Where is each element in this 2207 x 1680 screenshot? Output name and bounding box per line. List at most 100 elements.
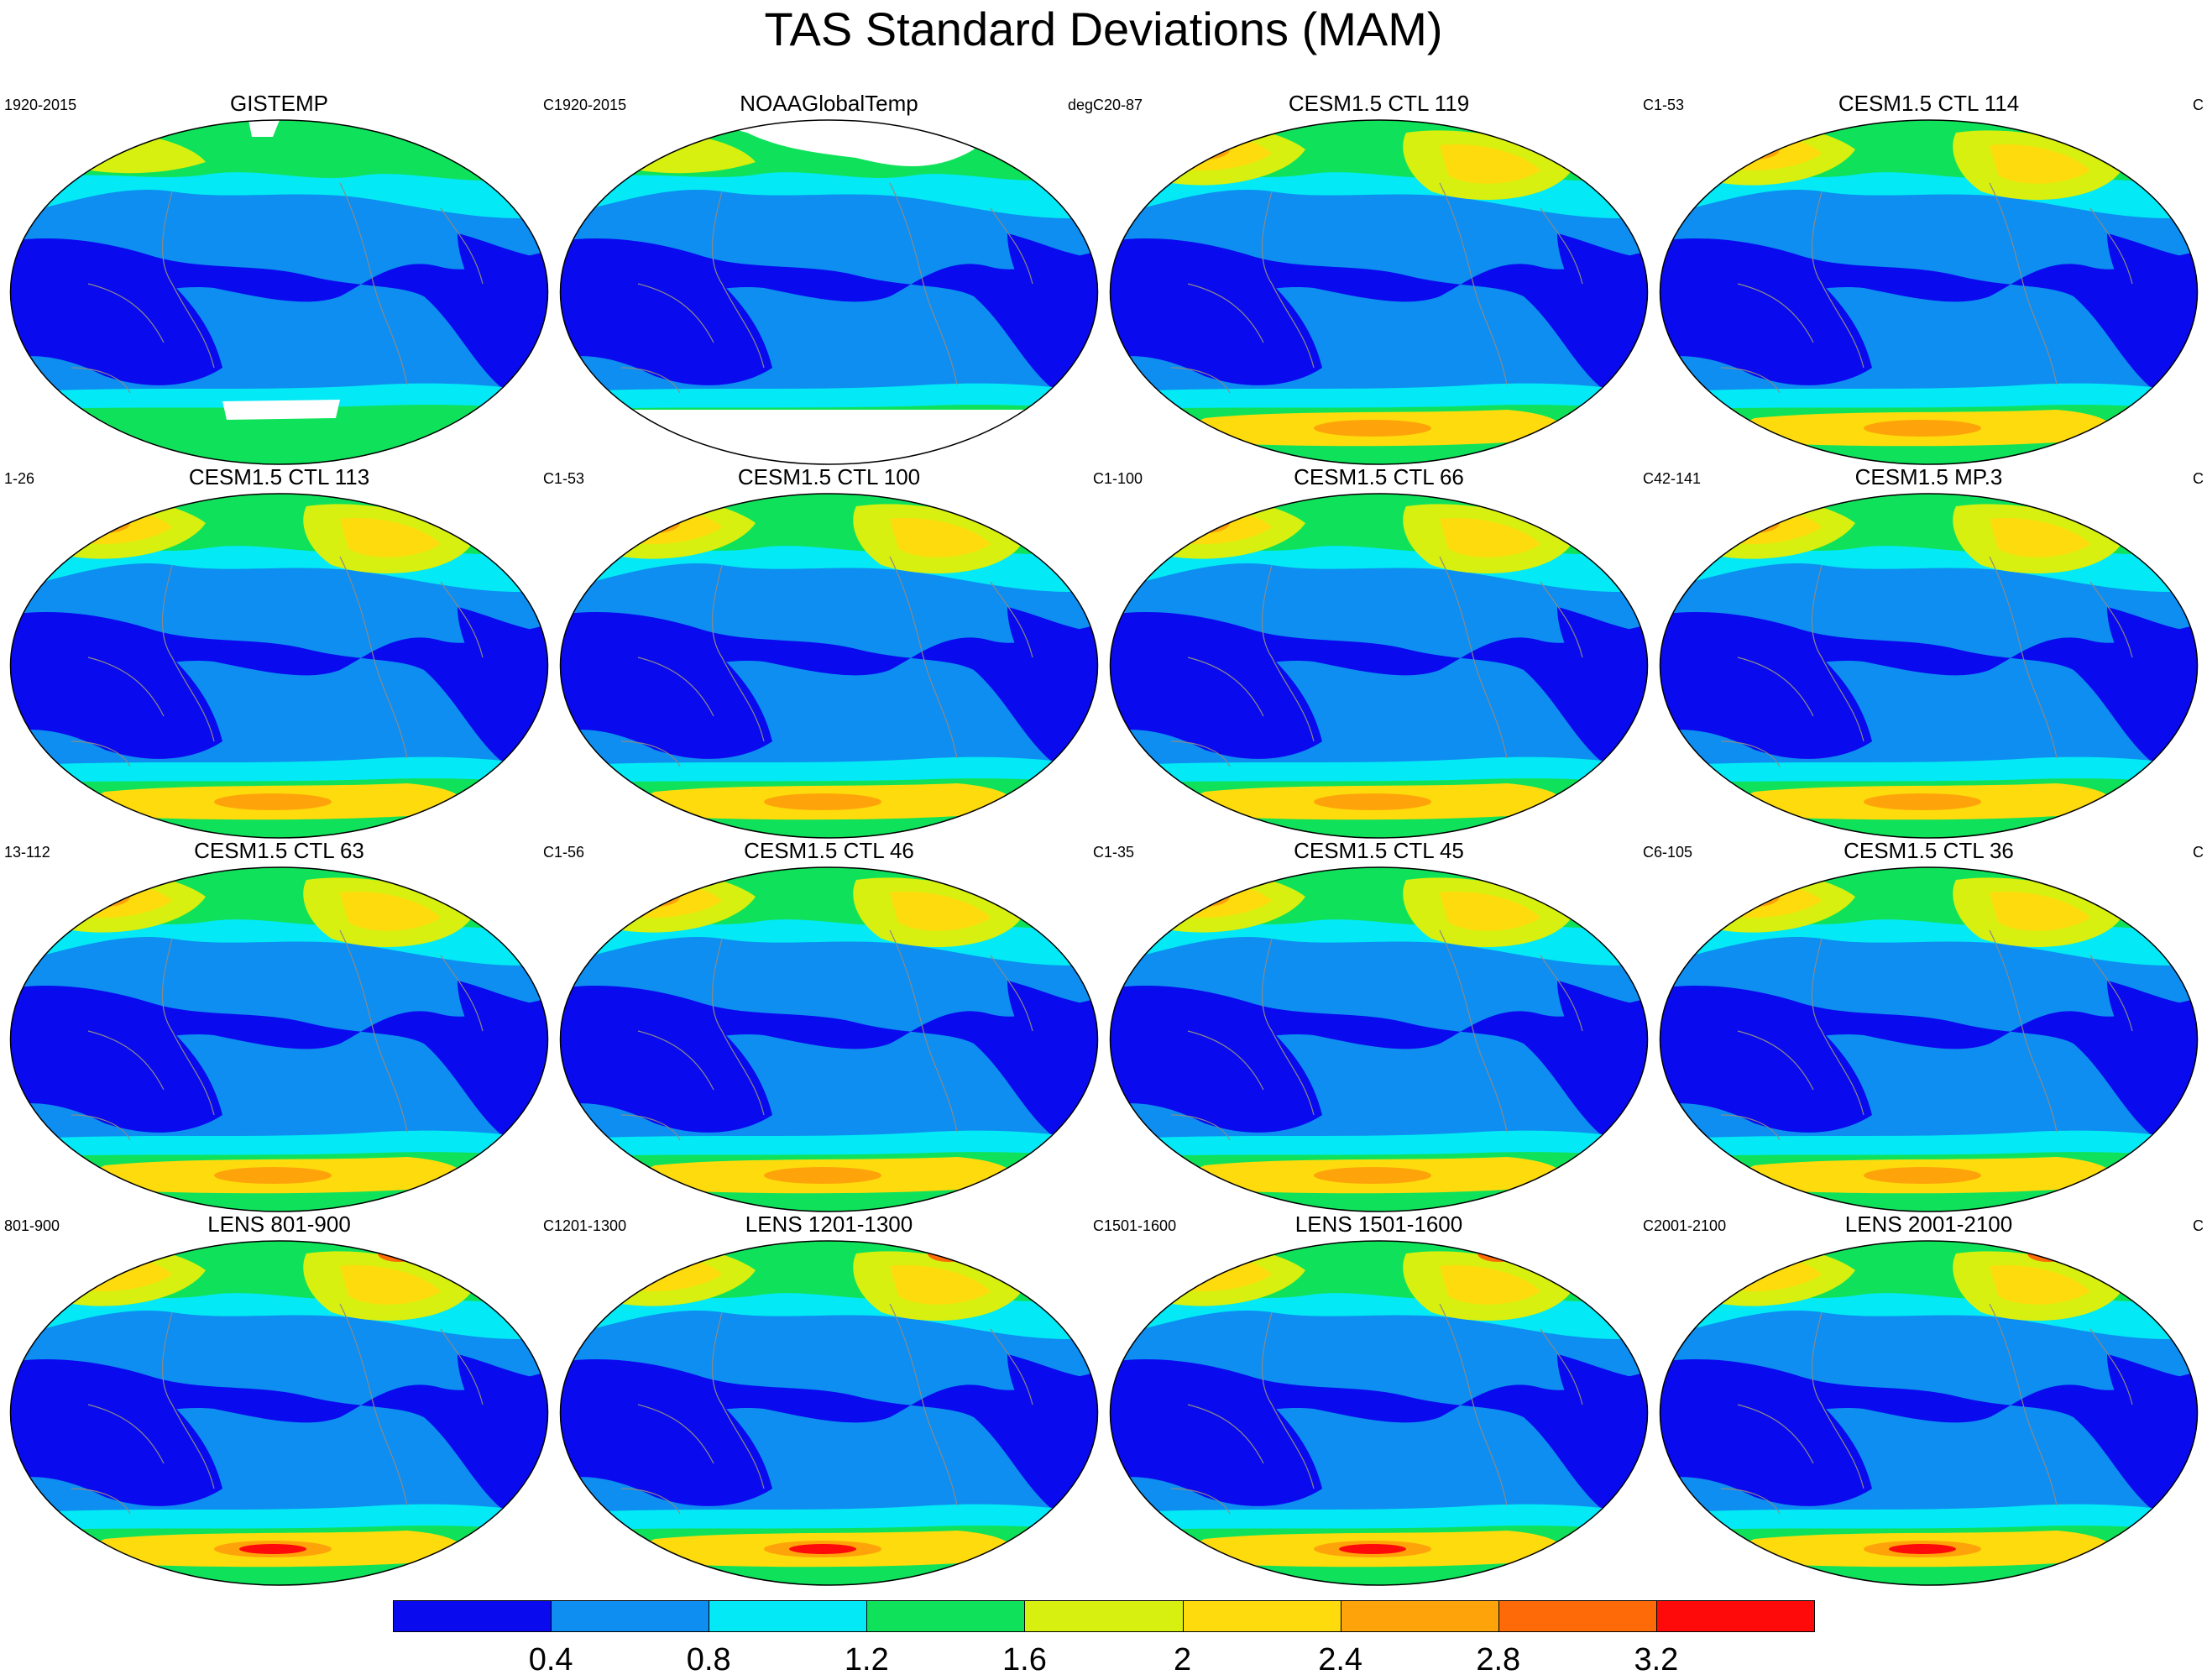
america-hot [890, 1265, 991, 1305]
coastline [990, 955, 1033, 1032]
panel-period: 801-900 [4, 1217, 60, 1234]
world-map [1659, 866, 2199, 1212]
atlantic-belt [458, 1354, 548, 1489]
coastline [990, 1328, 1033, 1405]
coastline [620, 1114, 681, 1141]
colorbar-swatch [709, 1600, 868, 1632]
antarctica-peak [1339, 1544, 1406, 1554]
panel-title: CESM1.5 CTL 36 [1844, 838, 2014, 863]
colorbar-swatch [393, 1600, 552, 1632]
coastline [1261, 1311, 1315, 1489]
coastline [1439, 1303, 1508, 1506]
panel-period: 1-26 [4, 470, 35, 487]
world-map [1109, 119, 1649, 465]
america-hot [890, 892, 991, 931]
atlantic-belt [1557, 981, 1648, 1115]
coastline [71, 1488, 131, 1515]
indian-ocean [1660, 629, 1872, 759]
panel-period: 1-35 [1104, 844, 1135, 861]
coastline [87, 283, 165, 343]
map-panel: CESM1.5 CTL 46 1-56 C [554, 838, 1104, 1216]
coastline [1540, 581, 1583, 658]
panel-title: GISTEMP [229, 91, 328, 116]
panel-units: degC [1067, 97, 1104, 113]
coastline [1261, 564, 1315, 742]
coastline [1720, 741, 1781, 767]
world-map [559, 1240, 1099, 1586]
coastline [889, 929, 958, 1133]
coastline [1170, 367, 1231, 394]
america-hot [890, 518, 991, 557]
panel-units: C [1643, 470, 1654, 487]
world-map [9, 119, 549, 465]
atlantic-belt [2107, 233, 2198, 368]
siberia-peak [55, 1249, 122, 1274]
panel-title: CESM1.5 CTL 114 [1838, 91, 2020, 116]
panel-units: C [2193, 97, 2204, 113]
figure-title: TAS Standard Deviations (MAM) [764, 3, 1443, 55]
indian-ocean [1660, 1376, 1872, 1506]
panel-units: C [543, 1217, 554, 1234]
panel-title: NOAAGlobalTemp [740, 91, 918, 116]
colorbar-swatch [1340, 1600, 1499, 1632]
indian-ocean [560, 255, 772, 385]
indian-ocean [1110, 629, 1322, 759]
panel-title: CESM1.5 CTL 45 [1294, 838, 1464, 863]
coastline [990, 581, 1033, 658]
map-panel: LENS 1501-1600 1501-1600 C [1104, 1212, 1654, 1589]
indian-ocean [560, 1002, 772, 1133]
map-outline [1659, 119, 2199, 465]
colorbar-tick-label: 2.8 [1476, 1642, 1521, 1677]
world-map [9, 493, 549, 839]
coastline [1811, 564, 1864, 742]
panel-period: 1501-1600 [1104, 1217, 1177, 1234]
coastline [2089, 207, 2133, 285]
siberia-peak [1729, 139, 1780, 160]
coastline [71, 1114, 131, 1141]
coastline [1439, 929, 1508, 1133]
colorbar-tick-label: 2.4 [1318, 1642, 1363, 1677]
panel-period: 1-53 [554, 470, 585, 487]
panel-period: 20-87 [1104, 97, 1143, 113]
panel-period: 13-112 [4, 844, 50, 861]
map-outline [559, 119, 1099, 465]
coastline [1540, 955, 1583, 1032]
world-map [1659, 119, 2199, 465]
antarctica-hot [1864, 420, 1981, 437]
map-panel: LENS 801-900 801-900 C [4, 1212, 554, 1589]
world-map [9, 1240, 549, 1586]
coastline [71, 741, 131, 767]
coastline [1811, 1311, 1864, 1489]
coastline [1737, 1030, 1814, 1091]
colorbar-swatch [1182, 1600, 1341, 1632]
antarctica-hot [214, 793, 332, 810]
panel-units: C [1643, 97, 1654, 113]
atlantic-belt [2107, 607, 2198, 741]
coastline [620, 741, 681, 767]
siberia-peak [80, 513, 130, 533]
indian-ocean [10, 1376, 222, 1506]
coastline [620, 367, 681, 394]
map-panel: CESM1.5 CTL 66 1-100 C [1104, 464, 1654, 842]
colorbar-tick-label: 1.6 [1002, 1642, 1047, 1677]
siberia-peak [1179, 139, 1230, 160]
world-map [1659, 1240, 2199, 1586]
america-hot [340, 518, 441, 557]
antarctica-peak [1889, 1544, 1956, 1554]
coastline [1170, 741, 1231, 767]
coastline [1439, 182, 1508, 385]
coastline [1811, 191, 1864, 369]
atlantic-belt [1007, 607, 1098, 741]
indian-ocean [1110, 1376, 1322, 1506]
antarctica-hot [764, 793, 881, 810]
indian-ocean [1660, 1002, 1872, 1133]
panel-period: 6-105 [1654, 844, 1693, 861]
coastline [339, 929, 408, 1133]
coastline [711, 938, 765, 1116]
panel-period: 2001-2100 [1654, 1217, 1727, 1234]
coastline [1989, 182, 2058, 385]
map-panel: CESM1.5 CTL 63 13-112 C [4, 838, 554, 1216]
map-outline [559, 493, 1099, 839]
panel-units: C [543, 470, 554, 487]
map-outline [1109, 493, 1649, 839]
